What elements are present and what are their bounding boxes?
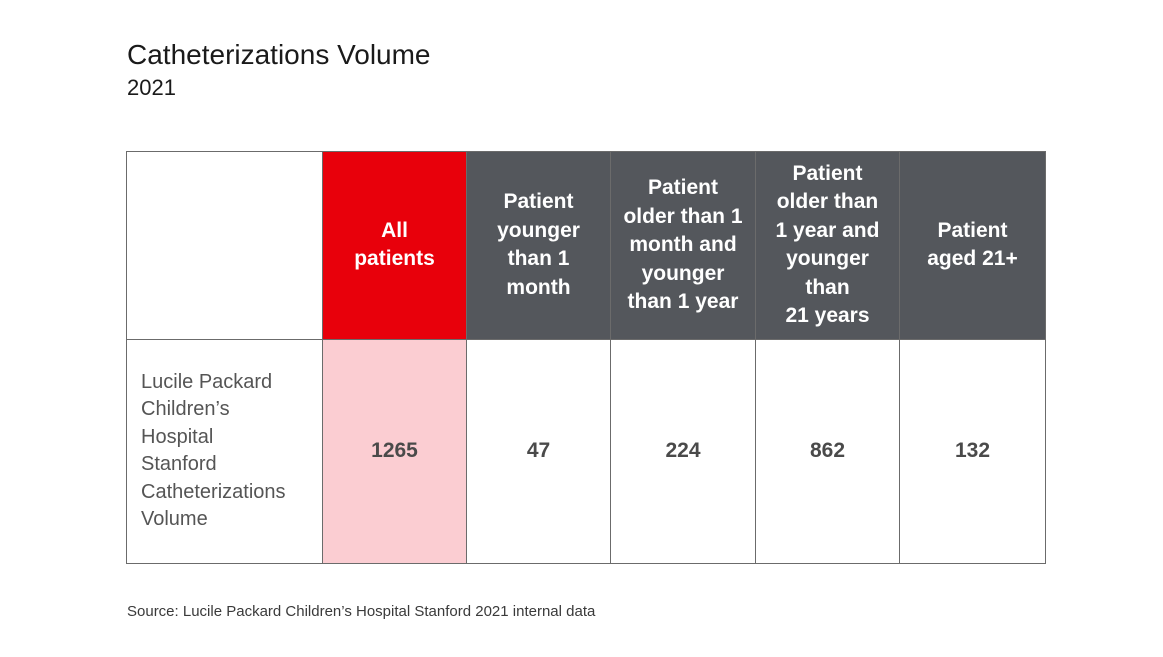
column-header-line: than bbox=[805, 275, 850, 299]
row-label-line: Volume bbox=[141, 508, 208, 531]
chart-subtitle: 2021 bbox=[127, 75, 176, 100]
column-header-line: month and bbox=[629, 233, 737, 257]
row-label-line: Hospital bbox=[141, 425, 214, 448]
column-header-line: Patient bbox=[792, 161, 863, 185]
column-header-line: older than bbox=[776, 190, 879, 214]
column-header-1-year-to-21-years: Patient older than 1 year and younger th… bbox=[755, 151, 900, 340]
column-header-1-month-to-1-year: Patient older than 1 month and younger t… bbox=[610, 151, 756, 340]
column-header-line: All bbox=[381, 218, 408, 242]
column-header-line: 21 years bbox=[785, 304, 870, 328]
table-row: Lucile Packard Children’s Hospital Stanf… bbox=[126, 338, 1046, 565]
header-row: All patients Patient younger than 1 mont… bbox=[126, 151, 1046, 340]
column-header-line: than 1 bbox=[507, 247, 570, 271]
value-cell-1-year-to-21-years: 862 bbox=[755, 338, 900, 565]
row-label-line: Catheterizations bbox=[141, 480, 286, 503]
data-table: All patients Patient younger than 1 mont… bbox=[126, 151, 1046, 565]
column-header-line: younger bbox=[786, 247, 869, 271]
column-header-all-patients: All patients bbox=[322, 151, 467, 340]
column-header-younger-than-1-month: Patient younger than 1 month bbox=[466, 151, 611, 340]
value-cell-all-patients: 1265 bbox=[322, 338, 467, 565]
column-header-line: older than 1 bbox=[623, 204, 743, 228]
row-label-line: Children’s bbox=[141, 398, 230, 421]
column-header-line: Patient bbox=[503, 190, 574, 214]
column-header-line: than 1 year bbox=[627, 290, 739, 314]
column-header-line: patients bbox=[354, 247, 435, 271]
value-cell-aged-21-plus: 132 bbox=[899, 338, 1046, 565]
corner-cell bbox=[126, 151, 323, 340]
column-header-line: aged 21+ bbox=[927, 247, 1018, 271]
source-note: Source: Lucile Packard Children’s Hospit… bbox=[127, 603, 596, 620]
column-header-line: younger bbox=[497, 218, 580, 242]
row-label-line: Lucile Packard bbox=[141, 370, 273, 393]
column-header-aged-21-plus: Patient aged 21+ bbox=[899, 151, 1046, 340]
row-label: Lucile Packard Children’s Hospital Stanf… bbox=[126, 338, 323, 565]
chart-title: Catheterizations Volume bbox=[127, 39, 431, 70]
column-header-line: younger bbox=[641, 261, 725, 285]
value-cell-1-month-to-1-year: 224 bbox=[610, 338, 756, 565]
value-cell-younger-than-1-month: 47 bbox=[466, 338, 611, 565]
column-header-line: Patient bbox=[647, 176, 718, 200]
column-header-line: 1 year and bbox=[775, 218, 880, 242]
row-label-line: Stanford bbox=[141, 453, 217, 476]
column-header-line: Patient bbox=[937, 218, 1008, 242]
column-header-line: month bbox=[506, 275, 571, 299]
